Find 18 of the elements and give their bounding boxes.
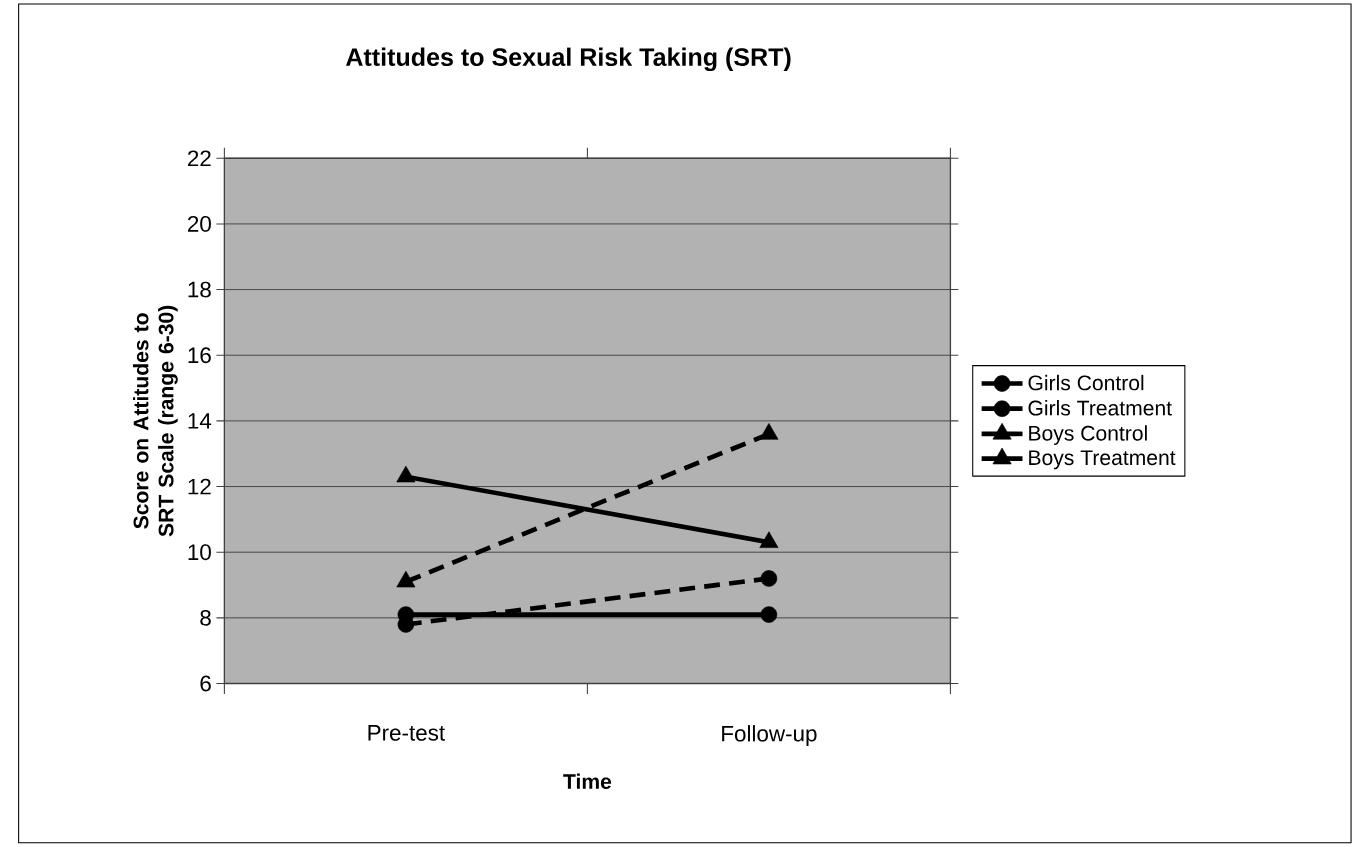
x-tick-label: Follow-up	[722, 725, 817, 747]
x-axis-title: Time	[563, 773, 612, 790]
y-tick-label: 12	[188, 478, 211, 495]
chart-title: Attitudes to Sexual Risk Taking (SRT)	[345, 47, 791, 72]
x-tick-label: Pre-test	[368, 725, 445, 741]
y-tick-label: 20	[188, 216, 211, 232]
y-tick-label: 16	[188, 347, 211, 364]
y-tick-label: 14	[188, 413, 212, 429]
y-tick-label: 18	[188, 281, 211, 298]
legend-label: Girls Treatment	[1028, 400, 1172, 416]
y-tick-label: 6	[200, 675, 211, 692]
legend-label: Boys Treatment	[1029, 450, 1176, 470]
y-tick-label: 22	[188, 150, 211, 167]
y-axis-title: Score on Attitudes to SRT Scale (range 6-30)	[132, 306, 178, 537]
legend-label: Boys Control	[1029, 425, 1147, 446]
y-tick-label: 10	[188, 544, 211, 561]
y-tick-label: 8	[200, 610, 211, 626]
legend-label: Girls Control	[1028, 375, 1144, 391]
